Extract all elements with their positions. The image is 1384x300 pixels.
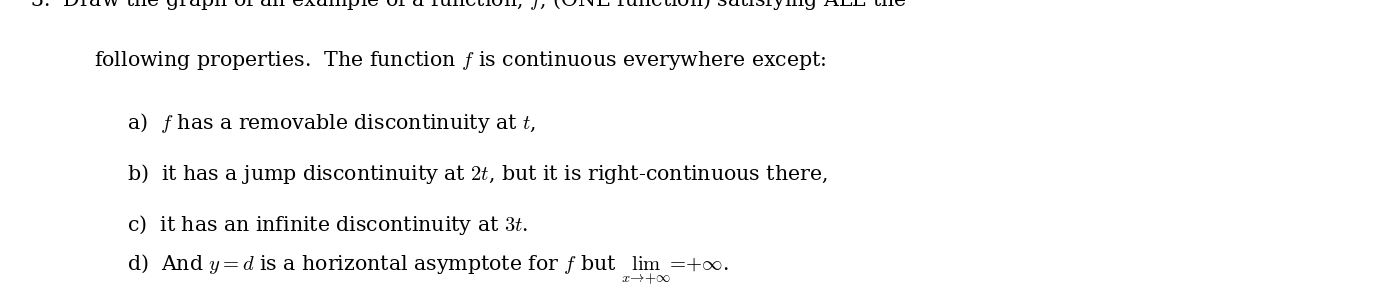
Text: a)  $f$ has a removable discontinuity at $t$,: a) $f$ has a removable discontinuity at … [127,111,536,135]
Text: c)  it has an infinite discontinuity at $3t$.: c) it has an infinite discontinuity at $… [127,213,529,237]
Text: following properties.  The function $f$ is continuous everywhere except:: following properties. The function $f$ i… [94,49,826,72]
Text: 3.  Draw the graph of an example of a function, $f$, (ONE function) satisfying A: 3. Draw the graph of an example of a fun… [30,0,907,12]
Text: d)  And $y = d$ is a horizontal asymptote for $f$ but $\lim_{x \to +\infty} = +\: d) And $y = d$ is a horizontal asymptote… [127,253,729,288]
Text: b)  it has a jump discontinuity at $2t$, but it is right-continuous there,: b) it has a jump discontinuity at $2t$, … [127,162,828,186]
